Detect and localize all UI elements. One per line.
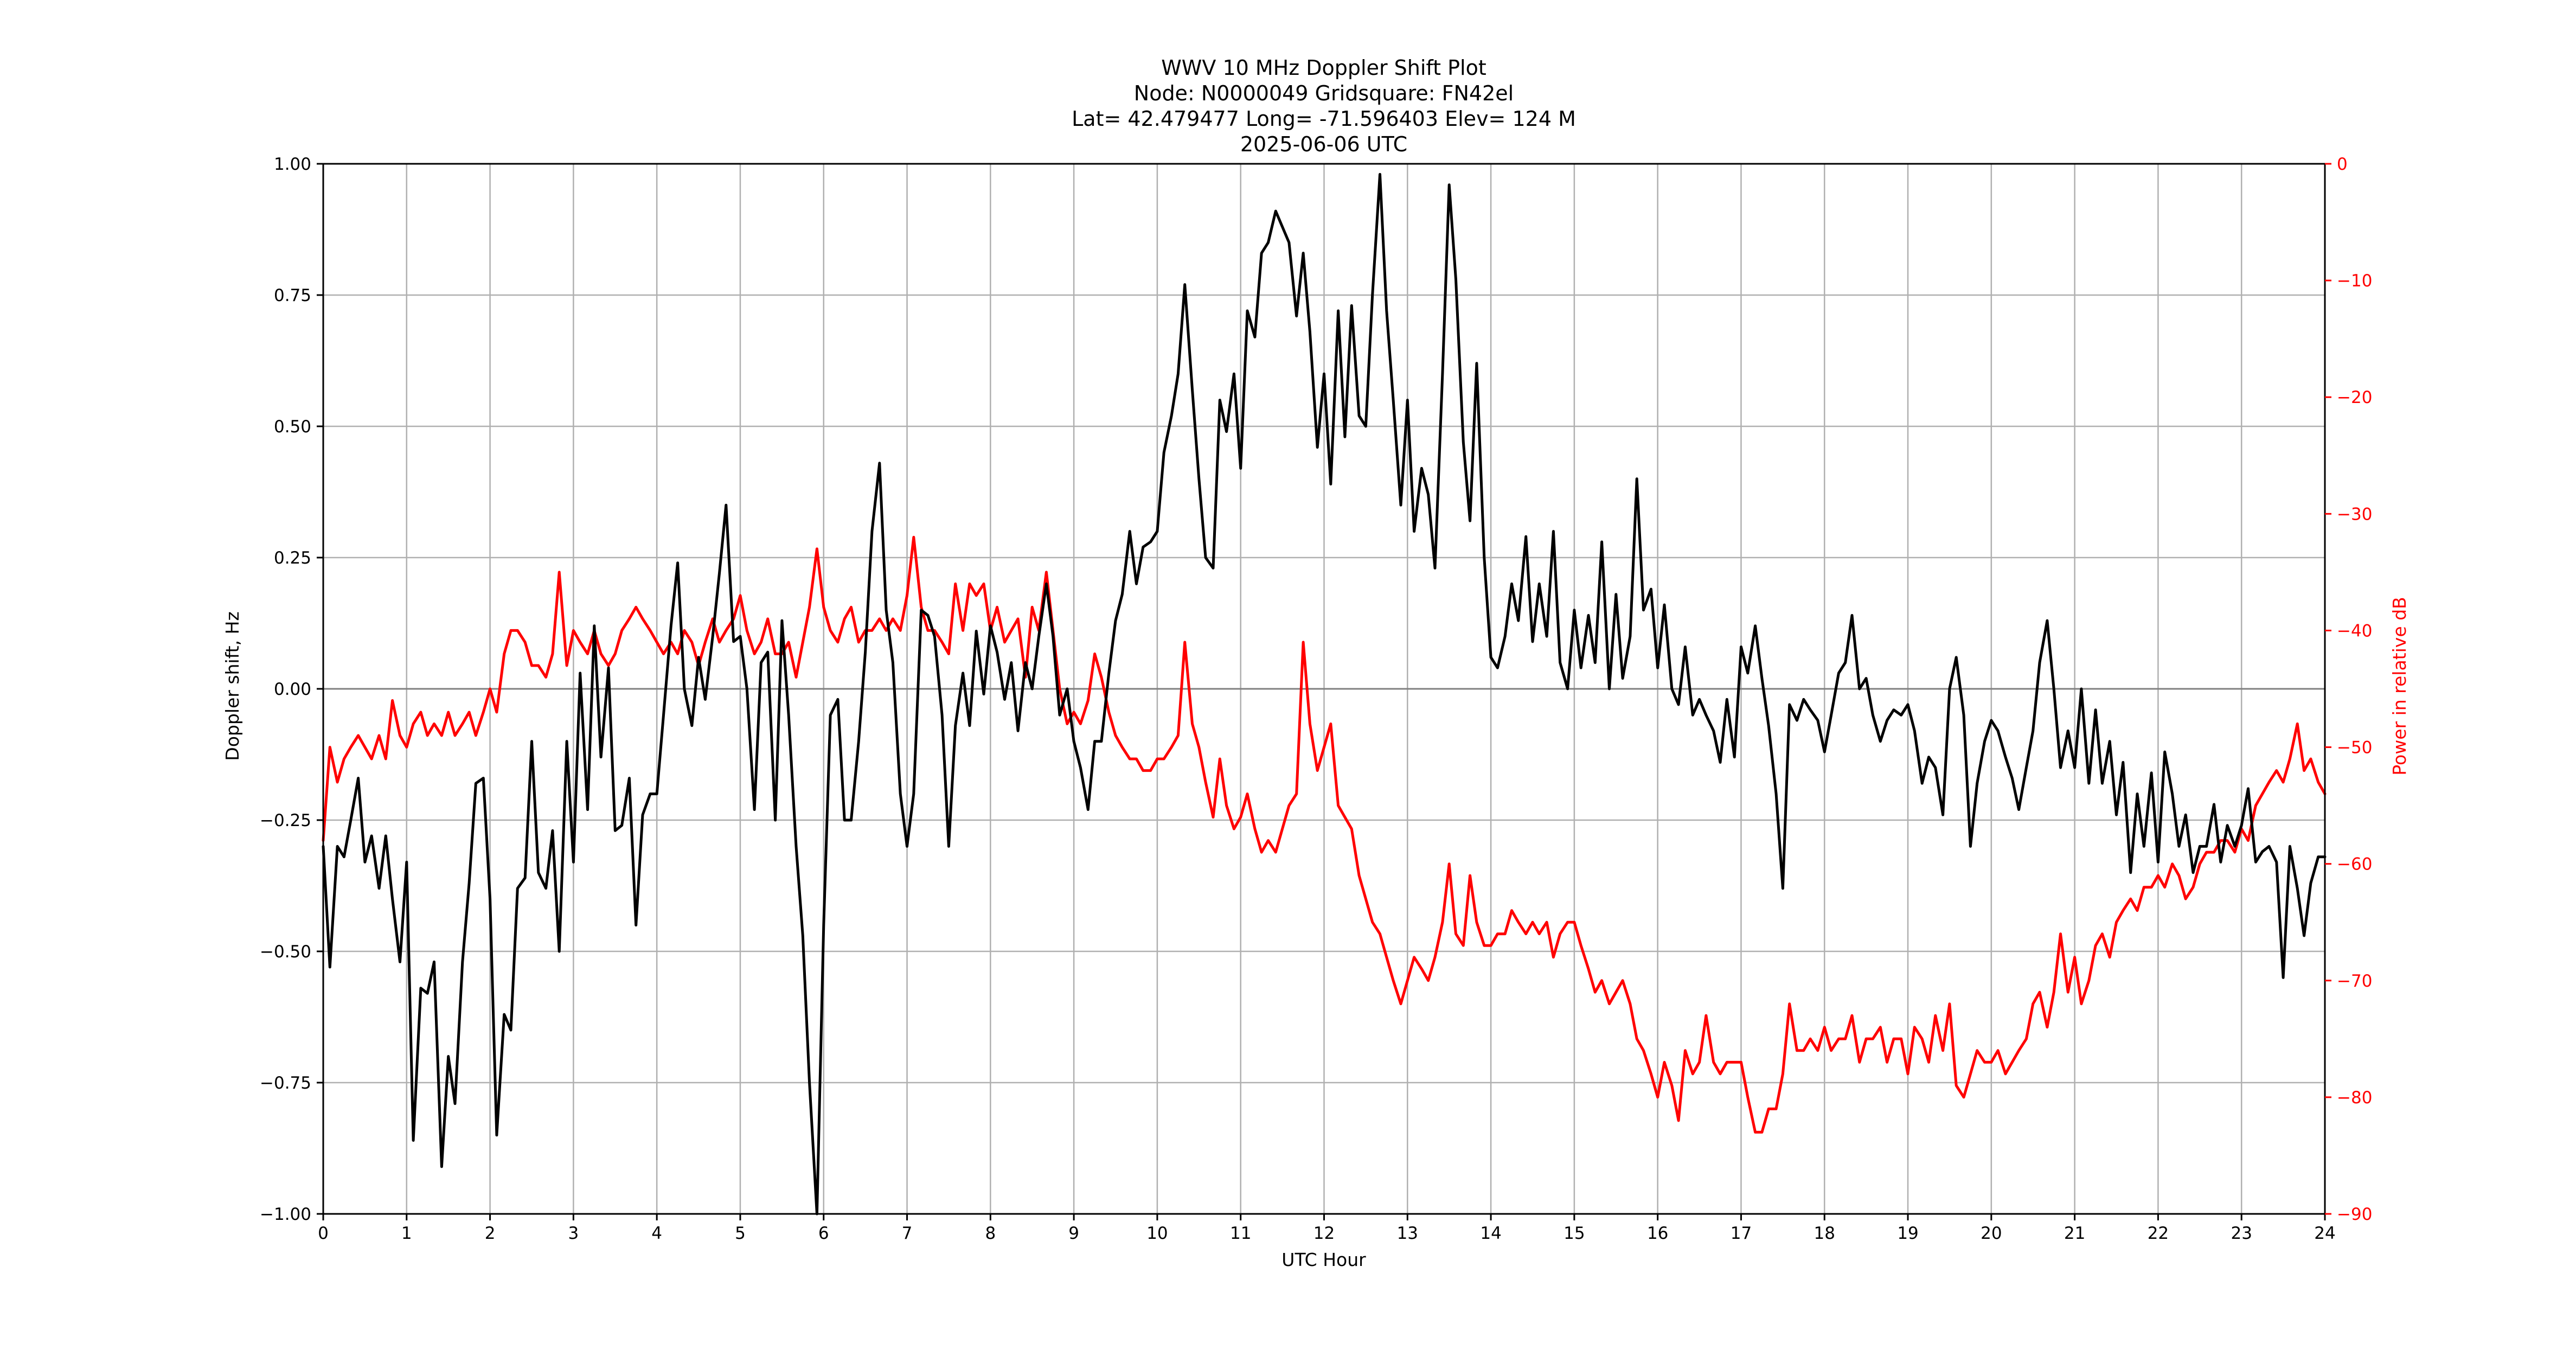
x-tick-label: 18 [1814, 1224, 1835, 1243]
x-tick-label: 13 [1397, 1224, 1418, 1243]
x-tick-label: 21 [2064, 1224, 2085, 1243]
x-tick-label: 20 [1981, 1224, 2002, 1243]
y-axis-label: Doppler shift, Hz [222, 611, 243, 760]
y2-tick-label: −80 [2337, 1088, 2372, 1108]
y-tick-label: −0.25 [260, 811, 311, 830]
x-tick-label: 1 [401, 1224, 412, 1243]
y2-tick-label: −60 [2337, 855, 2372, 874]
y2-tick-label: 0 [2337, 155, 2348, 174]
chart-title: WWV 10 MHz Doppler Shift Plot Node: N000… [1072, 56, 1576, 156]
y-tick-label: 1.00 [274, 155, 311, 174]
x-tick-label: 3 [568, 1224, 579, 1243]
y-tick-label: −0.50 [260, 942, 311, 962]
y2-tick-label: −50 [2337, 738, 2372, 758]
doppler-series-line [322, 172, 2327, 1216]
y2-axis-label: Power in relative dB [2389, 597, 2410, 775]
y-tick-label: 0.00 [274, 680, 311, 699]
x-tick-label: 14 [1480, 1224, 1501, 1243]
x-tick-label: 15 [1563, 1224, 1585, 1243]
y-tick-label: −1.00 [260, 1205, 311, 1224]
x-tick-label: 9 [1068, 1224, 1079, 1243]
x-tick-label: 6 [818, 1224, 829, 1243]
x-tick-label: 17 [1731, 1224, 1752, 1243]
x-tick-label: 23 [2231, 1224, 2252, 1243]
x-tick-label: 10 [1146, 1224, 1168, 1243]
title-line-4: 2025-06-06 UTC [1240, 132, 1407, 156]
power-series-line [322, 535, 2327, 1134]
x-tick-label: 12 [1313, 1224, 1335, 1243]
x-tick-label: 7 [902, 1224, 913, 1243]
title-line-1: WWV 10 MHz Doppler Shift Plot [1161, 56, 1486, 80]
y2-tick-label: −90 [2337, 1205, 2372, 1224]
x-tick-label: 22 [2148, 1224, 2169, 1243]
title-line-3: Lat= 42.479477 Long= -71.596403 Elev= 12… [1072, 107, 1576, 131]
y2-tick-label: −20 [2337, 388, 2372, 407]
y2-tick-label: −30 [2337, 504, 2372, 524]
ticks-layer: 0 1 2 3 4 5 6 7 8 9 10 11 12 13 14 15 16 17 18 19 20 21 22 23 24… [260, 155, 2372, 1243]
y2-tick-label: −40 [2337, 621, 2372, 641]
y-tick-label: 0.75 [274, 286, 311, 305]
y-tick-label: 0.25 [274, 548, 311, 568]
x-tick-label: 4 [651, 1224, 662, 1243]
y2-tick-label: −10 [2337, 271, 2372, 291]
x-tick-label: 16 [1647, 1224, 1668, 1243]
series-layer [322, 172, 2327, 1216]
y-tick-label: −0.75 [260, 1073, 311, 1093]
x-tick-label: 8 [985, 1224, 996, 1243]
x-tick-label: 5 [735, 1224, 746, 1243]
title-line-2: Node: N0000049 Gridsquare: FN42el [1134, 81, 1514, 105]
y-tick-label: 0.50 [274, 417, 311, 437]
x-tick-label: 24 [2314, 1224, 2335, 1243]
x-tick-label: 0 [318, 1224, 329, 1243]
y2-tick-label: −70 [2337, 971, 2372, 991]
x-tick-label: 2 [485, 1224, 496, 1243]
x-tick-label: 11 [1230, 1224, 1251, 1243]
x-axis-label: UTC Hour [1281, 1249, 1366, 1270]
x-tick-label: 19 [1897, 1224, 1918, 1243]
